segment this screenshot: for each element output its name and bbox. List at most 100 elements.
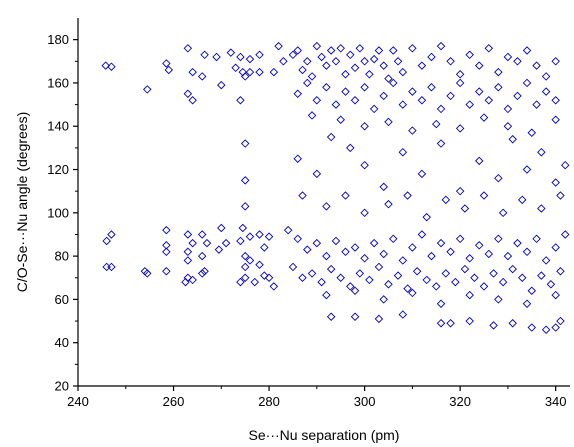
data-point: [236, 236, 245, 246]
data-point: [489, 269, 498, 278]
data-point: [417, 230, 427, 239]
data-point: [365, 70, 374, 79]
data-point: [436, 299, 446, 308]
data-point: [522, 165, 532, 174]
data-point: [403, 284, 412, 293]
data-point: [107, 262, 116, 272]
data-point: [288, 50, 298, 60]
data-point: [427, 251, 436, 261]
x-tick-label: 260: [163, 394, 185, 409]
x-tick-label: 280: [258, 394, 280, 409]
data-point: [183, 44, 193, 53]
data-point: [326, 132, 336, 142]
data-point: [350, 243, 360, 252]
data-point: [217, 80, 226, 90]
data-point: [231, 63, 240, 73]
data-point: [238, 223, 248, 233]
data-point: [389, 234, 398, 244]
data-point: [484, 44, 494, 53]
data-point: [479, 282, 489, 291]
data-point: [532, 100, 541, 109]
data-point: [269, 282, 279, 291]
data-point: [374, 46, 384, 55]
data-point: [475, 87, 484, 96]
data-point: [162, 225, 171, 235]
data-point: [494, 83, 503, 92]
data-point: [408, 126, 417, 135]
data-point: [541, 87, 551, 96]
data-point: [360, 254, 369, 263]
data-point: [451, 277, 460, 287]
data-point: [355, 269, 365, 278]
data-point: [403, 191, 412, 200]
data-point: [369, 238, 379, 248]
data-point: [202, 238, 212, 248]
data-point: [365, 275, 374, 285]
data-point: [455, 234, 465, 244]
data-point: [197, 72, 207, 81]
data-point: [398, 310, 408, 319]
data-point: [398, 256, 408, 265]
data-point: [422, 212, 431, 222]
data-point: [322, 202, 331, 211]
data-point: [369, 54, 379, 64]
y-tick-label: 120: [47, 162, 69, 177]
data-point: [322, 83, 331, 92]
data-point: [417, 96, 427, 105]
data-point: [527, 323, 537, 332]
data-point: [551, 96, 560, 105]
data-point: [350, 96, 360, 105]
data-point: [379, 61, 388, 70]
data-point: [101, 61, 110, 70]
data-point: [532, 61, 541, 70]
data-point: [503, 251, 513, 261]
data-point: [384, 74, 393, 83]
data-point: [408, 44, 417, 53]
data-point: [264, 273, 274, 283]
data-point: [312, 169, 322, 179]
data-point: [360, 83, 369, 92]
data-point: [494, 295, 503, 304]
data-point: [240, 202, 250, 211]
data-point: [441, 195, 451, 205]
data-point: [255, 260, 264, 270]
data-point: [360, 208, 369, 218]
data-point: [336, 44, 345, 53]
data-point: [484, 249, 494, 259]
data-point: [389, 78, 398, 88]
data-point: [522, 247, 532, 257]
data-point: [446, 247, 455, 257]
data-point: [560, 160, 570, 170]
data-point: [422, 275, 431, 285]
data-point: [541, 256, 551, 265]
data-point: [427, 83, 436, 92]
data-point: [537, 271, 546, 280]
data-point: [398, 67, 408, 77]
data-point: [541, 325, 551, 334]
data-point: [379, 182, 388, 192]
data-point: [551, 323, 560, 332]
data-point: [374, 262, 384, 272]
data-point: [350, 63, 360, 73]
data-point: [513, 57, 522, 66]
data-point: [484, 96, 494, 105]
data-point: [322, 290, 331, 300]
data-point: [508, 134, 517, 144]
data-point: [312, 41, 322, 51]
data-point: [326, 312, 336, 321]
data-point: [436, 238, 446, 248]
data-point: [221, 238, 231, 248]
data-point: [479, 113, 489, 122]
data-point: [298, 273, 307, 283]
data-point: [455, 70, 465, 79]
data-point: [255, 67, 264, 77]
data-point: [475, 61, 484, 70]
data-point: [162, 241, 171, 250]
data-point: [240, 251, 250, 261]
data-point: [143, 85, 152, 94]
data-point: [384, 117, 393, 127]
data-point: [350, 312, 360, 321]
x-axis-title: Se···Nu separation (pm): [249, 427, 400, 443]
data-point: [522, 299, 532, 308]
